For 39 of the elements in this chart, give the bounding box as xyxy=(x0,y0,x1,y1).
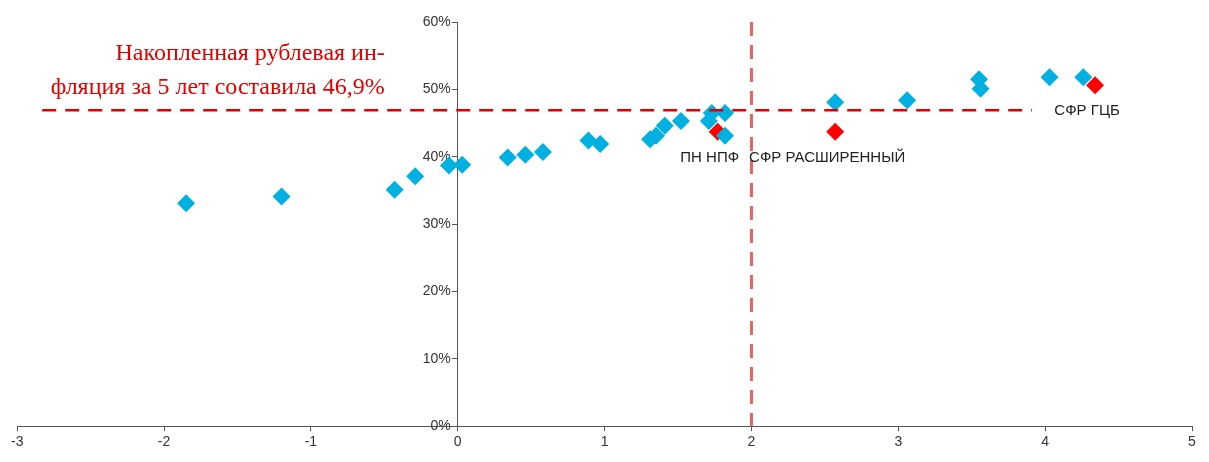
point xyxy=(1086,76,1105,95)
point xyxy=(533,143,552,162)
x-tick-label: 1 xyxy=(600,433,609,450)
point xyxy=(655,116,674,135)
point xyxy=(177,194,196,213)
point xyxy=(898,91,917,110)
annotation: ПН НПФ xyxy=(680,147,740,165)
annotation: СФР ГЦБ xyxy=(1054,101,1120,119)
y-tick-label: 40% xyxy=(422,147,458,164)
point xyxy=(591,134,610,153)
y-tick-label: 50% xyxy=(422,80,458,97)
point xyxy=(716,103,735,122)
x-tick-label: -1 xyxy=(304,433,318,450)
x-tick-label: 4 xyxy=(1041,433,1050,450)
point xyxy=(579,131,598,150)
y-tick-label: 10% xyxy=(422,349,458,366)
point xyxy=(826,93,845,112)
point xyxy=(406,167,425,186)
point xyxy=(1040,68,1059,87)
point xyxy=(453,155,472,174)
x-tick-label: -2 xyxy=(157,433,171,450)
point xyxy=(716,126,735,145)
x-tick-label: 0 xyxy=(453,433,462,450)
y-tick-label: 20% xyxy=(422,282,458,299)
y-tick-label: 30% xyxy=(422,214,458,231)
point xyxy=(826,122,845,141)
x-tick-label: 5 xyxy=(1188,433,1197,450)
x-tick-label: 3 xyxy=(894,433,903,450)
annotation: Накопленная рублевая ин- фляция за 5 лет составила 46,9% xyxy=(50,39,385,99)
point xyxy=(516,145,535,164)
point xyxy=(671,112,690,131)
point xyxy=(1074,68,1093,87)
point xyxy=(272,187,291,206)
x-tick-label: 2 xyxy=(747,433,756,450)
x-tick-label: -3 xyxy=(11,433,24,450)
y-tick-label: 60% xyxy=(422,12,458,29)
point xyxy=(498,148,517,167)
annotation: СФР РАСШИРЕННЫЙ xyxy=(749,147,906,165)
point xyxy=(385,180,404,199)
